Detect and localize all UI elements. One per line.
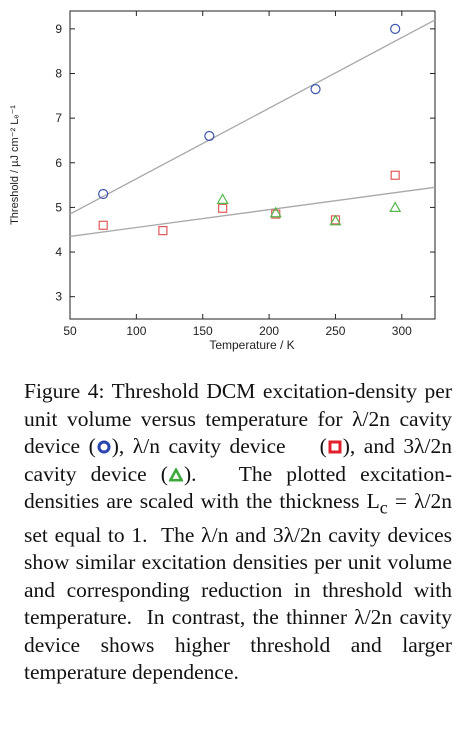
x-tick-label: 250 xyxy=(325,324,345,338)
caption-part-2: ), λ/n cavity device ( xyxy=(111,434,327,458)
triangle-point xyxy=(216,193,229,204)
y-tick-label: 8 xyxy=(55,66,62,80)
circle-point xyxy=(310,84,321,95)
caption-part-5: = λ/2n set equal to 1. The λ/n and 3λ/2n… xyxy=(24,489,453,685)
plot-frame xyxy=(69,10,436,320)
circle-point xyxy=(204,130,215,142)
y-tick-label: 5 xyxy=(55,200,62,214)
square-point xyxy=(98,220,108,230)
y-tick-label: 9 xyxy=(55,22,62,36)
fit-line-1 xyxy=(69,19,436,215)
y-tick-label: 6 xyxy=(55,156,62,170)
y-axis-label: Threshold / µJ cm⁻² Lₑ⁻¹ xyxy=(9,105,21,225)
square-point xyxy=(158,226,168,236)
figure-caption: Figure 4: Threshold DCM excitation-densi… xyxy=(24,378,452,687)
x-tick-label: 300 xyxy=(392,324,412,338)
triangle-point xyxy=(389,201,402,213)
y-tick-label: 3 xyxy=(55,290,62,304)
data-points xyxy=(98,23,402,236)
fit-lines xyxy=(69,19,436,238)
x-tick-label: 100 xyxy=(126,324,146,338)
axis-ticks: 50 100 150 200 250 300 3 4 5 6 7 8 9 xyxy=(55,11,435,338)
threshold-temperature-chart: 50 100 150 200 250 300 3 4 5 6 7 8 9 Threshold / µJ … xyxy=(9,10,436,352)
caption-subscript: c xyxy=(379,497,388,518)
y-tick-label: 4 xyxy=(55,245,62,259)
x-tick-label: 200 xyxy=(259,324,279,338)
y-tick-label: 7 xyxy=(55,111,62,125)
triangle-point xyxy=(329,214,342,226)
x-axis-label: Temperature / K xyxy=(209,338,294,352)
green-triangle-legend-icon xyxy=(168,467,183,481)
triangle-point xyxy=(269,206,282,218)
circle-point xyxy=(98,188,109,200)
caption-part-3: ), and 3λ/2n cavity device ( xyxy=(24,434,452,486)
x-tick-label: 50 xyxy=(63,324,77,338)
blue-circle-legend-icon xyxy=(97,440,111,454)
square-point xyxy=(218,203,228,213)
fit-line-2 xyxy=(69,186,436,238)
circle-point xyxy=(390,23,401,34)
red-square-legend-icon xyxy=(328,440,342,454)
square-point xyxy=(390,170,400,180)
x-tick-label: 150 xyxy=(193,324,213,338)
caption-part-1: Figure 4: Threshold DCM excitation-densi… xyxy=(24,379,452,458)
caption-part-4: ). The plotted excitation-densities are … xyxy=(24,461,452,514)
